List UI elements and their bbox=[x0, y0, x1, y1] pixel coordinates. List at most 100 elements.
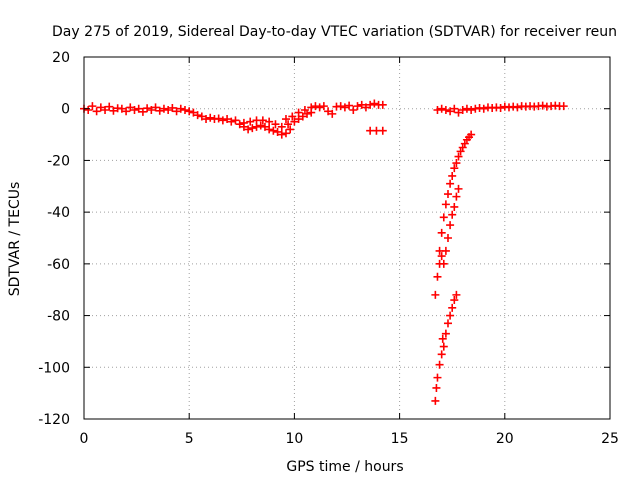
data-point bbox=[231, 116, 240, 125]
data-point bbox=[452, 290, 461, 299]
data-point bbox=[443, 319, 452, 328]
data-point bbox=[260, 122, 269, 131]
x-tick-label: 25 bbox=[601, 431, 619, 447]
data-point bbox=[105, 102, 114, 111]
data-point bbox=[479, 104, 488, 113]
data-point bbox=[441, 200, 450, 209]
data-point bbox=[462, 104, 471, 113]
data-point bbox=[176, 104, 185, 113]
data-point bbox=[300, 106, 309, 115]
data-point bbox=[134, 104, 143, 113]
data-point bbox=[122, 107, 131, 116]
data-point bbox=[439, 213, 448, 222]
data-point bbox=[448, 171, 457, 180]
data-point bbox=[88, 102, 97, 111]
data-point bbox=[180, 106, 189, 115]
data-point bbox=[437, 350, 446, 359]
data-point bbox=[277, 122, 286, 131]
data-point bbox=[345, 101, 354, 110]
data-point bbox=[172, 107, 181, 116]
data-point bbox=[315, 103, 324, 112]
y-tick-label: -40 bbox=[47, 205, 70, 221]
data-point bbox=[441, 329, 450, 338]
data-point bbox=[138, 107, 147, 116]
data-point bbox=[147, 106, 156, 115]
data-point bbox=[286, 125, 295, 134]
data-point bbox=[227, 117, 236, 126]
data-point bbox=[277, 130, 286, 139]
y-tick-label: -60 bbox=[47, 257, 70, 273]
data-point bbox=[433, 373, 442, 382]
data-point bbox=[218, 116, 227, 125]
data-point bbox=[361, 103, 370, 112]
data-point bbox=[357, 100, 366, 109]
data-point bbox=[538, 101, 547, 110]
data-point bbox=[235, 120, 244, 129]
data-point bbox=[450, 104, 459, 113]
data-point bbox=[438, 334, 447, 343]
data-point bbox=[271, 120, 280, 129]
data-point bbox=[281, 115, 290, 124]
data-point bbox=[130, 106, 139, 115]
data-point bbox=[307, 103, 316, 112]
data-point bbox=[437, 252, 446, 261]
data-point bbox=[151, 103, 160, 112]
data-point bbox=[324, 107, 333, 116]
data-point bbox=[496, 103, 505, 112]
data-point bbox=[117, 104, 126, 113]
data-point bbox=[441, 246, 450, 255]
data-point bbox=[446, 179, 455, 188]
x-tick-label: 15 bbox=[391, 431, 409, 447]
data-point bbox=[311, 102, 320, 111]
data-point bbox=[443, 234, 452, 242]
data-point bbox=[206, 113, 215, 122]
data-point bbox=[450, 202, 459, 211]
data-point bbox=[467, 130, 476, 139]
data-point bbox=[441, 106, 450, 115]
y-tick-label: 0 bbox=[61, 102, 70, 118]
data-point bbox=[193, 111, 202, 120]
data-point bbox=[168, 103, 177, 112]
data-point bbox=[284, 120, 293, 129]
x-tick-label: 0 bbox=[80, 431, 89, 447]
y-tick-label: -100 bbox=[38, 360, 70, 376]
data-point bbox=[452, 159, 461, 168]
data-point bbox=[446, 107, 455, 116]
data-point bbox=[452, 192, 461, 201]
data-point bbox=[450, 296, 459, 305]
data-point bbox=[448, 210, 457, 219]
data-point bbox=[265, 117, 274, 126]
data-point bbox=[431, 290, 440, 299]
data-point bbox=[101, 106, 110, 115]
data-point bbox=[340, 103, 349, 112]
data-point bbox=[366, 100, 375, 109]
y-tick-label: 20 bbox=[52, 50, 70, 66]
data-point bbox=[448, 303, 457, 312]
data-point bbox=[273, 127, 282, 136]
y-tick-label: -80 bbox=[47, 309, 70, 325]
data-point bbox=[244, 125, 253, 134]
data-point bbox=[378, 100, 387, 109]
data-point bbox=[248, 124, 257, 133]
data-point bbox=[336, 102, 345, 111]
data-point bbox=[164, 106, 173, 115]
data-point bbox=[454, 184, 463, 193]
data-point bbox=[439, 342, 448, 351]
data-point bbox=[214, 114, 223, 123]
data-point bbox=[223, 115, 232, 124]
data-point bbox=[443, 190, 452, 199]
data-points bbox=[80, 99, 568, 405]
data-point bbox=[319, 102, 328, 111]
data-point bbox=[432, 383, 441, 392]
data-point bbox=[92, 107, 101, 116]
data-point bbox=[143, 104, 152, 113]
data-point bbox=[298, 112, 307, 121]
data-point bbox=[126, 103, 135, 112]
data-point bbox=[559, 102, 568, 111]
data-point bbox=[96, 103, 105, 112]
data-point bbox=[353, 102, 362, 111]
chart-title: Day 275 of 2019, Sidereal Day-to-day VTE… bbox=[52, 24, 617, 40]
data-point bbox=[439, 259, 448, 268]
data-point bbox=[467, 106, 476, 115]
